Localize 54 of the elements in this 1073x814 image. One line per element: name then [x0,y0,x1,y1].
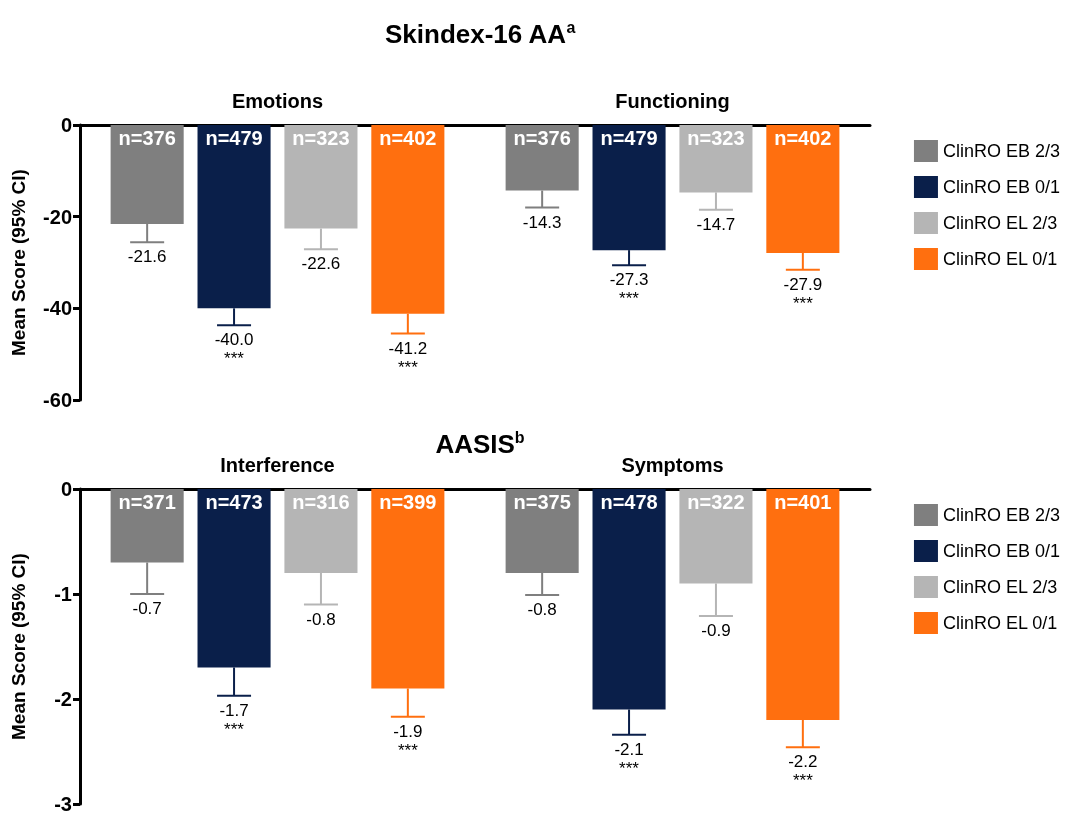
y-tick-label: -1 [54,583,72,605]
annotation: n=371 [118,491,176,513]
legend-label: ClinRO EL 0/1 [942,613,1058,633]
legend-label: ClinRO EB 2/3 [942,505,1060,525]
data-label: -21.6 [127,247,167,267]
annotation: n=479 [600,127,658,149]
y-axis-title: Mean Score (95% CI) [8,553,29,740]
data-label: -14.7 [696,214,736,234]
data-label: -2.2 *** [788,752,818,791]
data-label: -0.7 [132,599,162,618]
x-tick-label: Functioning [615,90,730,112]
annotation: n=479 [205,127,263,149]
y-tick-label: 0 [60,478,72,500]
annotation: n=478 [600,491,658,513]
annotation: n=402 [774,127,832,149]
data-label: -1.7 *** [219,700,249,739]
data-label: -27.9 *** [783,274,823,313]
annotation: n=376 [118,127,176,149]
y-tick-label: -40 [43,297,72,320]
y-tick-label: -20 [43,205,72,228]
annotation: n=316 [292,491,350,513]
legend-label: ClinRO EB 0/1 [942,541,1060,561]
y-tick-label: -60 [43,389,72,411]
legend-label: ClinRO EL 2/3 [942,213,1058,233]
data-label: -14.3 [522,212,562,232]
annotation: n=323 [292,127,350,149]
x-tick-label: Interference [220,454,335,476]
data-label: -27.3 *** [609,270,649,309]
y-tick-label: -3 [54,793,72,814]
y-tick-label: 0 [60,114,72,136]
x-tick-label: Symptoms [621,454,724,476]
annotation: n=402 [379,127,437,149]
y-axis-title: Mean Score (95% CI) [8,169,29,356]
data-label: -2.1 *** [614,739,644,778]
annotation: n=399 [379,491,437,513]
annotation: n=473 [205,491,263,513]
legend-label: ClinRO EB 2/3 [942,141,1060,161]
data-label: -41.2 *** [388,338,428,377]
annotation: n=323 [687,127,745,149]
data-label: -0.9 [701,621,731,641]
data-label: -0.8 [527,600,557,620]
legend-label: ClinRO EL 2/3 [942,577,1058,597]
y-tick-label: -2 [54,688,72,710]
annotation: n=322 [687,491,745,513]
annotation: n=375 [513,491,571,513]
x-tick-label: Emotions [231,90,324,112]
annotation: n=376 [513,127,571,149]
legend-label: ClinRO EL 0/1 [942,249,1058,269]
annotation: n=401 [774,491,832,513]
data-label: -22.6 [301,254,341,274]
data-label: -1.9 *** [393,721,423,760]
data-label: -40.0 *** [214,330,254,369]
data-label: -0.8 [306,609,336,629]
legend-label: ClinRO EB 0/1 [942,177,1060,197]
